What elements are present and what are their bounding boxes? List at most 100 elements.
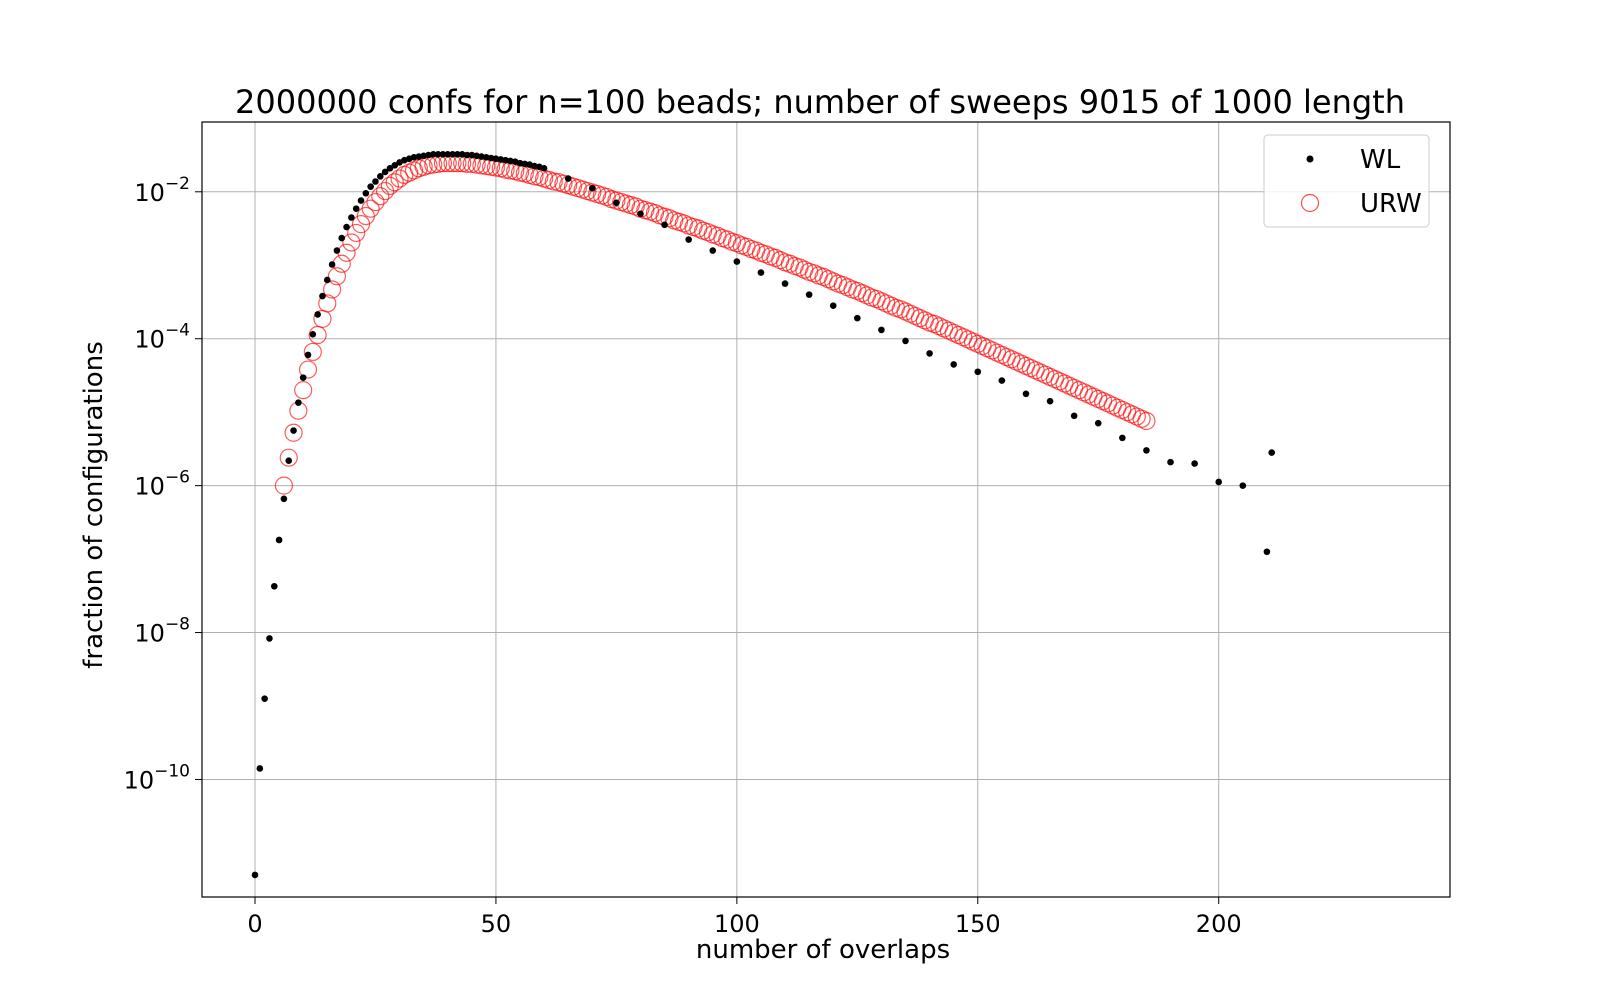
y-tick-label: 10−2 — [134, 174, 190, 207]
urw-point — [284, 423, 303, 442]
y-axis: 10−10 10−8 10−6 10−4 10−2 — [124, 174, 202, 794]
x-tick-label: 100 — [714, 910, 760, 938]
wl-point — [309, 330, 317, 338]
wl-point — [613, 199, 620, 207]
wl-point — [1263, 548, 1271, 556]
wl-point — [1191, 460, 1198, 467]
wl-point — [285, 457, 293, 464]
x-axis-label: number of overlaps — [696, 935, 950, 965]
wl-point — [256, 765, 264, 772]
wl-point — [1268, 449, 1276, 456]
urw-point — [366, 192, 385, 212]
urw-point — [390, 169, 409, 188]
wl-point — [1119, 434, 1126, 442]
urw-point — [323, 280, 342, 299]
urw-point — [376, 181, 395, 201]
x-tick-label: 0 — [247, 910, 262, 938]
wl-point — [902, 337, 909, 345]
urw-point — [279, 448, 298, 467]
wl-point — [454, 151, 461, 158]
wl-point — [362, 189, 370, 197]
chart-title: 2000000 confs for n=100 beads; number of… — [235, 83, 1405, 121]
wl-point — [781, 280, 789, 287]
wl-point — [357, 197, 365, 204]
wl-point — [367, 183, 374, 190]
wl-point — [280, 495, 288, 503]
wl-point — [348, 214, 355, 221]
urw-point — [544, 172, 563, 191]
wl-point — [1046, 397, 1054, 405]
wl-point — [854, 314, 861, 322]
wl-point — [304, 351, 312, 359]
plot-frame — [201, 121, 1451, 898]
urw-point — [274, 476, 294, 495]
x-tick-label: 200 — [1196, 910, 1242, 938]
wl-point — [709, 247, 717, 254]
wl-point — [295, 399, 302, 406]
urw-point — [1137, 411, 1156, 431]
wl-point — [352, 205, 360, 212]
urw-point — [303, 342, 322, 362]
wl-point — [685, 236, 692, 243]
wl-point — [733, 258, 741, 265]
legend-urw-marker — [1300, 193, 1320, 213]
wl-point — [1094, 419, 1102, 427]
wl-point — [998, 377, 1006, 384]
y-tick-label: 10−10 — [124, 761, 190, 794]
wl-point — [463, 151, 471, 159]
wl-point — [376, 173, 384, 180]
wl-point — [540, 164, 548, 172]
wl-point — [251, 871, 259, 879]
wl-point — [1022, 390, 1030, 398]
urw-point — [347, 223, 366, 243]
wl-point — [429, 151, 437, 158]
wl-point — [1167, 458, 1174, 466]
y-tick-label: 10−6 — [134, 468, 190, 501]
urw-point — [318, 294, 337, 313]
wl-point — [661, 221, 668, 229]
legend: WL URW — [1263, 134, 1430, 228]
wl-point — [381, 168, 389, 176]
legend-urw-label: URW — [1360, 189, 1422, 219]
wl-point — [343, 223, 350, 231]
wl-point — [589, 184, 596, 192]
wl-point — [1239, 482, 1247, 489]
urw-point — [371, 187, 390, 206]
legend-wl-label: WL — [1360, 145, 1401, 175]
wl-point — [449, 151, 456, 158]
wl-point — [1070, 412, 1078, 420]
wl-point — [372, 178, 379, 185]
x-tick-label: 150 — [955, 910, 1001, 938]
wl-point — [444, 151, 452, 158]
grid-layer — [202, 122, 1450, 897]
series-layer — [251, 151, 1276, 879]
wl-point — [829, 302, 837, 309]
wl-point — [319, 292, 326, 300]
urw-point — [385, 173, 404, 192]
wl-point — [328, 261, 336, 268]
wl-point — [1143, 447, 1150, 454]
urw-point — [337, 243, 356, 262]
y-tick-label: 10−8 — [134, 615, 190, 648]
wl-point — [564, 175, 572, 182]
legend-wl-marker — [1306, 155, 1314, 163]
urw-point — [380, 176, 400, 196]
wl-point — [878, 326, 885, 334]
wl-point — [950, 361, 957, 368]
wl-point — [757, 269, 765, 276]
y-tick-label: 10−4 — [134, 321, 190, 354]
wl-point — [391, 162, 399, 169]
x-axis: 0 50 100 150 200 — [247, 897, 1242, 938]
wl-point — [275, 536, 283, 544]
urw-point — [342, 233, 361, 252]
x-tick-label: 50 — [481, 910, 512, 938]
wl-point — [805, 291, 813, 298]
urw-point — [327, 267, 347, 286]
wl-point — [314, 311, 321, 318]
wl-point — [290, 427, 297, 434]
wl-point — [386, 164, 394, 172]
urw-point — [361, 199, 380, 218]
wl-point — [974, 368, 982, 376]
wl-point — [439, 151, 447, 158]
